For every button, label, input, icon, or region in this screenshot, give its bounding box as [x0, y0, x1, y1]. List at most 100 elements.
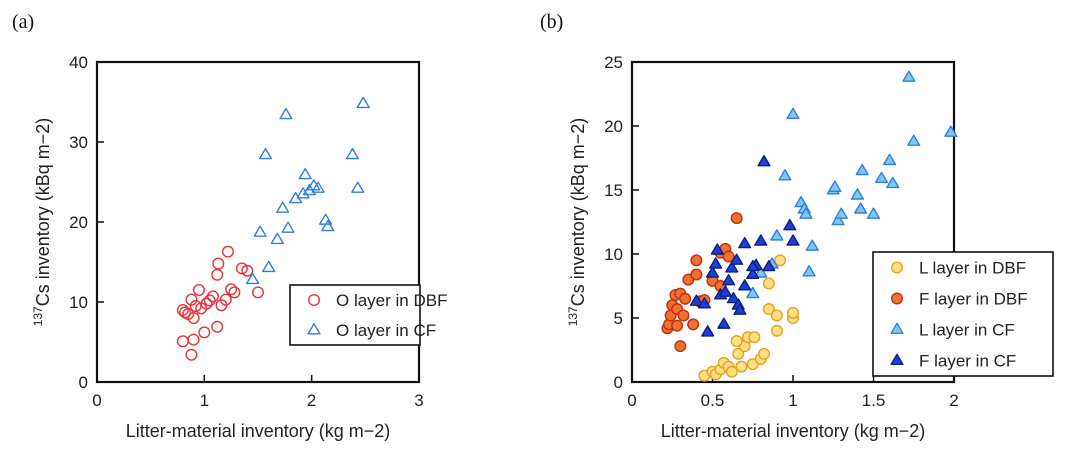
data-point	[185, 293, 198, 306]
x-tick-label: 0	[92, 391, 101, 410]
panel-tag: (a)	[12, 11, 34, 33]
data-point	[754, 266, 768, 278]
data-point	[279, 107, 293, 120]
data-point	[311, 181, 325, 193]
data-point	[211, 268, 224, 281]
legend-entry: O layer in DBF	[336, 291, 447, 310]
y-tick-label: 20	[604, 117, 623, 136]
legend-marker	[890, 322, 904, 334]
x-tick-label: 2	[307, 391, 316, 410]
legend-marker	[890, 353, 904, 365]
legend-marker	[308, 294, 321, 307]
legend-entry: F layer in CF	[919, 352, 1016, 371]
data-point	[211, 320, 224, 333]
y-axis-label: 137Cs inventory (kBq m−2)	[31, 118, 53, 327]
legend-box	[289, 284, 421, 346]
data-point	[689, 294, 703, 306]
legend-entry: L layer in CF	[919, 321, 1015, 340]
data-point	[866, 207, 881, 219]
data-point	[321, 219, 335, 232]
y-axis-label: 137Cs inventory (kBq m−2)	[566, 118, 588, 327]
data-point	[732, 347, 745, 360]
data-point	[697, 297, 711, 309]
data-point	[351, 181, 365, 193]
data-point	[253, 225, 267, 237]
y-tick-label: 30	[69, 133, 88, 152]
data-point	[687, 318, 700, 331]
data-point	[757, 154, 771, 167]
data-point	[786, 234, 800, 246]
legend-box	[872, 251, 1054, 377]
y-tick-label: 0	[79, 373, 88, 392]
data-point	[176, 335, 189, 348]
data-point	[225, 283, 238, 296]
data-point	[262, 260, 276, 273]
data-point	[738, 236, 752, 249]
data-point	[883, 153, 897, 166]
data-point	[770, 324, 783, 337]
legend: O layer in DBF O layer in CF	[289, 284, 447, 346]
data-point	[850, 188, 864, 200]
y-tick-label: 10	[69, 293, 88, 312]
legend-entry: F layer in DBF	[919, 290, 1028, 309]
data-point	[799, 207, 813, 219]
series-o-layer-in-cf	[245, 96, 370, 285]
data-point	[828, 180, 842, 193]
data-point	[258, 147, 273, 160]
data-point	[944, 125, 958, 137]
x-tick-label: 0	[627, 391, 636, 410]
data-point	[717, 317, 731, 329]
data-point	[356, 96, 370, 109]
data-point	[730, 335, 743, 348]
data-point	[802, 265, 816, 277]
data-point	[241, 264, 254, 277]
data-point	[185, 348, 198, 361]
data-point	[206, 290, 219, 303]
data-point	[718, 285, 732, 297]
y-tick-label: 15	[604, 181, 623, 200]
data-point	[787, 306, 800, 319]
legend-marker	[307, 323, 321, 335]
data-point	[748, 331, 761, 344]
data-point	[738, 279, 752, 291]
y-axis-label-text: Cs inventory (kBq m−2)	[568, 118, 588, 307]
data-point	[783, 218, 797, 231]
data-point	[203, 294, 216, 307]
series-l-layer-in-dbf	[698, 254, 800, 382]
x-tick-label: 2	[949, 391, 958, 410]
data-point	[762, 259, 776, 272]
x-tick-label: 3	[414, 391, 423, 410]
data-point	[296, 187, 310, 199]
data-point	[735, 360, 748, 373]
data-point	[705, 266, 720, 278]
y-tick-label: 0	[614, 373, 623, 392]
x-axis-label: Litter-material inventory (kg m−2)	[126, 421, 391, 441]
y-axis-label-sup: 137	[566, 306, 580, 326]
data-point	[281, 221, 295, 233]
x-tick-label: 1.5	[862, 391, 886, 410]
data-point	[228, 286, 241, 299]
data-point	[875, 171, 889, 184]
data-point	[187, 312, 200, 325]
panel-tag: (b)	[540, 11, 563, 33]
data-point	[671, 319, 684, 332]
data-point	[198, 326, 211, 339]
data-point	[235, 262, 248, 275]
data-point	[754, 234, 768, 246]
data-point	[270, 232, 284, 245]
data-point	[746, 267, 760, 279]
series-f-layer-in-cf	[689, 154, 800, 337]
data-point	[834, 207, 848, 219]
data-point	[762, 303, 775, 316]
data-point	[679, 292, 692, 305]
data-point	[722, 250, 735, 263]
data-point	[690, 268, 703, 281]
data-point	[855, 163, 869, 176]
data-point	[746, 259, 760, 272]
legend-entry: O layer in CF	[336, 321, 436, 340]
data-point	[786, 107, 800, 120]
data-point	[690, 254, 703, 267]
